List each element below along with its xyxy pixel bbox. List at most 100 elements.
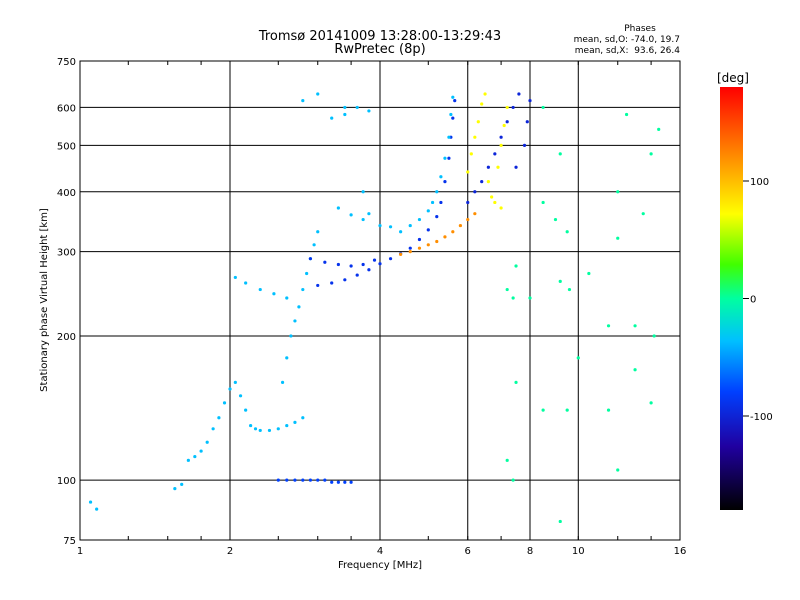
data-point	[301, 478, 305, 482]
data-point	[301, 416, 305, 420]
data-point	[565, 230, 569, 234]
data-point	[649, 152, 653, 156]
x-tick-label: 2	[227, 546, 233, 557]
data-point	[493, 200, 497, 205]
data-point	[186, 458, 190, 462]
data-point	[558, 152, 562, 156]
data-point	[430, 200, 435, 205]
data-point	[633, 324, 637, 328]
data-point	[435, 214, 439, 219]
data-point	[439, 175, 443, 179]
data-point	[355, 105, 359, 110]
data-point	[272, 292, 276, 296]
data-point	[285, 423, 289, 428]
data-point	[293, 319, 297, 323]
data-point	[233, 275, 237, 280]
data-point	[249, 423, 253, 428]
data-point	[466, 170, 470, 174]
data-point	[361, 190, 365, 194]
data-point	[449, 112, 453, 117]
y-tick-label: 300	[57, 248, 76, 259]
data-point	[558, 279, 562, 283]
data-point	[336, 262, 340, 267]
x-tick-label: 1	[77, 546, 83, 557]
data-point	[399, 230, 403, 234]
colorbar-label: [deg]	[717, 71, 749, 85]
colorbar	[720, 87, 743, 510]
data-point	[193, 454, 197, 459]
data-point	[641, 212, 645, 216]
data-point	[316, 283, 320, 288]
y-tick-label: 100	[57, 476, 76, 487]
data-point	[558, 519, 562, 524]
data-point	[466, 200, 470, 205]
data-point	[349, 213, 353, 217]
x-tick-label: 8	[527, 546, 533, 557]
data-point	[289, 334, 293, 338]
data-point	[355, 273, 359, 277]
data-point	[505, 287, 509, 292]
data-point	[205, 440, 209, 444]
data-point	[511, 296, 515, 300]
data-point	[541, 408, 545, 412]
data-point	[490, 195, 494, 199]
data-point	[616, 236, 620, 240]
data-point	[343, 105, 347, 110]
stats-x-line: mean, sd,X: 93.6, 26.4	[575, 46, 681, 56]
data-point	[233, 380, 237, 384]
data-point	[399, 252, 403, 257]
data-point	[502, 123, 506, 128]
data-point	[473, 135, 477, 139]
data-point	[514, 380, 518, 384]
data-point	[522, 143, 527, 147]
data-point	[443, 180, 447, 184]
data-point	[499, 206, 503, 210]
data-point	[499, 143, 503, 147]
data-point	[330, 281, 334, 285]
x-tick-label: 6	[465, 546, 471, 557]
stats-o-line: mean, sd,O: -74.0, 19.7	[574, 35, 680, 45]
data-point	[330, 480, 334, 484]
data-point	[361, 262, 365, 267]
data-point	[316, 230, 320, 234]
plot-area: 1 2 4 6 8 10 16 75 100 200 300 400 500 600 750	[57, 57, 686, 557]
data-point	[330, 116, 334, 120]
data-point	[451, 95, 455, 99]
data-point	[222, 401, 227, 405]
data-point	[426, 209, 430, 213]
y-tick-label: 600	[57, 103, 76, 114]
data-point	[276, 427, 280, 431]
data-point	[378, 262, 382, 266]
data-point	[244, 408, 248, 412]
data-point	[349, 264, 353, 268]
data-point	[343, 278, 347, 282]
colorbar-tick-label: -100	[750, 412, 773, 423]
data-point	[361, 217, 365, 222]
data-point	[426, 243, 430, 247]
data-point	[267, 428, 272, 433]
data-point	[312, 243, 316, 247]
data-point	[217, 416, 221, 420]
data-point	[308, 478, 313, 482]
data-point	[505, 120, 509, 124]
data-point	[408, 246, 412, 250]
y-tick-label: 750	[57, 57, 76, 68]
data-point	[451, 116, 455, 120]
data-point	[180, 482, 184, 486]
data-point	[528, 296, 532, 300]
data-point	[528, 98, 532, 103]
data-point	[553, 217, 558, 222]
data-point	[211, 427, 215, 431]
data-point	[388, 257, 393, 261]
data-point	[336, 206, 340, 210]
chart-title: Tromsø 20141009 13:28:00-13:29:43	[258, 29, 501, 44]
data-point	[511, 478, 515, 482]
y-tick-label: 500	[57, 141, 76, 152]
data-point	[517, 92, 521, 96]
x-tick-label: 4	[377, 546, 383, 557]
data-point	[417, 237, 422, 242]
data-point	[258, 287, 262, 292]
data-point	[408, 250, 412, 254]
data-point	[244, 281, 248, 285]
